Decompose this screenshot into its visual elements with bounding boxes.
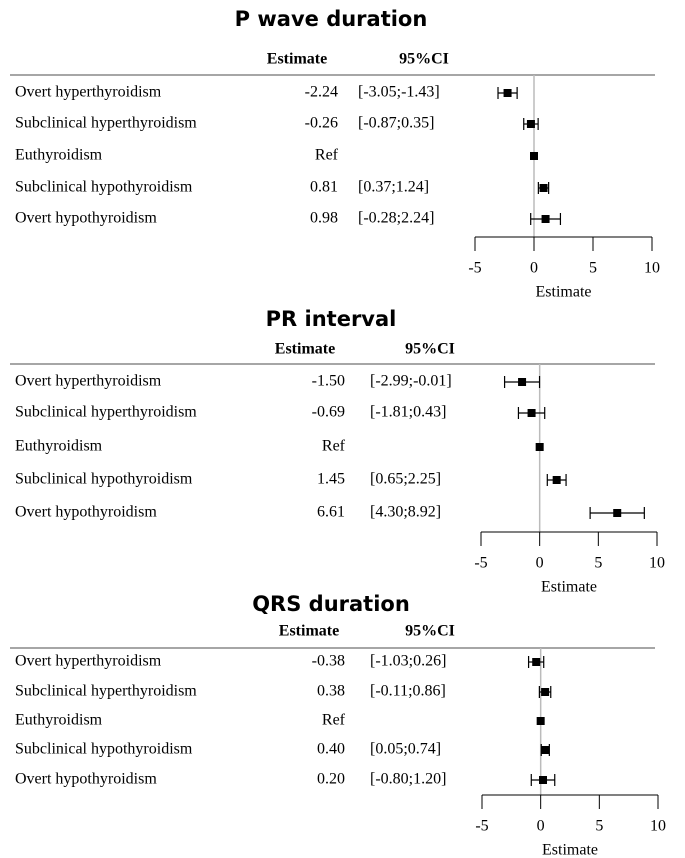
x-axis-label: Estimate	[541, 579, 597, 596]
estimate-marker	[541, 746, 550, 754]
estimate-label: 0.98	[310, 210, 338, 227]
column-header: Estimate	[279, 623, 339, 640]
x-tick-label: 5	[594, 555, 602, 572]
ci-label: [0.65;2.25]	[370, 471, 441, 488]
estimate-label: Ref	[322, 712, 346, 729]
x-tick-label: -5	[474, 555, 487, 572]
ci-label: [-0.87;0.35]	[358, 115, 434, 132]
estimate-marker	[503, 89, 512, 97]
row-label: Overt hypothyroidism	[15, 210, 157, 227]
x-tick-label: 10	[644, 260, 660, 277]
x-axis-label: Estimate	[536, 284, 592, 301]
ci-label: [-1.03;0.26]	[370, 653, 446, 670]
estimate-marker	[532, 658, 541, 666]
ci-label: [4.30;8.92]	[370, 504, 441, 521]
x-tick-label: -5	[468, 260, 481, 277]
column-header: 95%CI	[405, 341, 455, 358]
ci-label: [0.05;0.74]	[370, 741, 441, 758]
estimate-marker	[518, 378, 527, 386]
row-label: Overt hypothyroidism	[15, 771, 157, 788]
estimate-label: -0.38	[312, 653, 345, 670]
row-label: Subclinical hypothyroidism	[15, 179, 193, 196]
row-label: Subclinical hyperthyroidism	[15, 404, 197, 421]
row-label: Subclinical hyperthyroidism	[15, 115, 197, 132]
panel-title: QRS duration	[252, 592, 410, 616]
estimate-label: -0.26	[305, 115, 338, 132]
estimate-marker	[539, 776, 548, 784]
x-tick-label: 5	[589, 260, 597, 277]
row-label: Euthyroidism	[15, 438, 103, 455]
estimate-label: -1.50	[312, 373, 345, 390]
estimate-marker	[613, 509, 622, 517]
ci-label: [-0.28;2.24]	[358, 210, 434, 227]
ci-label: [-3.05;-1.43]	[358, 84, 440, 101]
estimate-label: 1.45	[317, 471, 345, 488]
estimate-marker	[527, 409, 536, 417]
row-label: Subclinical hypothyroidism	[15, 741, 193, 758]
estimate-label: -2.24	[305, 84, 338, 101]
row-label: Overt hyperthyroidism	[15, 84, 162, 101]
ci-label: [-0.80;1.20]	[370, 771, 446, 788]
estimate-label: 0.38	[317, 683, 345, 700]
estimate-label: 0.20	[317, 771, 345, 788]
x-tick-label: 10	[649, 555, 665, 572]
estimate-label: Ref	[322, 438, 346, 455]
row-label: Subclinical hyperthyroidism	[15, 683, 197, 700]
column-header: 95%CI	[405, 623, 455, 640]
x-tick-label: 0	[537, 818, 545, 835]
estimate-label: Ref	[315, 147, 339, 164]
panel-title: P wave duration	[235, 7, 428, 31]
ci-label: [-2.99;-0.01]	[370, 373, 452, 390]
row-label: Euthyroidism	[15, 147, 103, 164]
ci-label: [-1.81;0.43]	[370, 404, 446, 421]
column-header: 95%CI	[399, 51, 449, 68]
x-tick-label: 10	[650, 818, 666, 835]
x-tick-label: 5	[595, 818, 603, 835]
x-tick-label: 0	[530, 260, 538, 277]
row-label: Subclinical hypothyroidism	[15, 471, 193, 488]
estimate-marker	[536, 717, 545, 725]
estimate-marker	[541, 688, 550, 696]
estimate-marker	[541, 215, 550, 223]
estimate-marker	[539, 184, 548, 192]
ci-label: [-0.11;0.86]	[370, 683, 446, 700]
x-axis-label: Estimate	[542, 842, 598, 858]
estimate-marker	[526, 120, 535, 128]
x-tick-label: 0	[536, 555, 544, 572]
ci-label: [0.37;1.24]	[358, 179, 429, 196]
row-label: Overt hyperthyroidism	[15, 653, 162, 670]
estimate-marker	[530, 152, 538, 160]
row-label: Overt hyperthyroidism	[15, 373, 162, 390]
row-label: Overt hypothyroidism	[15, 504, 157, 521]
estimate-label: 0.40	[317, 741, 345, 758]
column-header: Estimate	[275, 341, 335, 358]
x-tick-label: -5	[475, 818, 488, 835]
panel-title: PR interval	[266, 307, 397, 331]
estimate-label: -0.69	[312, 404, 345, 421]
estimate-marker	[552, 476, 561, 484]
column-header: Estimate	[267, 51, 327, 68]
estimate-label: 0.81	[310, 179, 338, 196]
row-label: Euthyroidism	[15, 712, 103, 729]
estimate-label: 6.61	[317, 504, 345, 521]
estimate-marker	[535, 443, 544, 451]
